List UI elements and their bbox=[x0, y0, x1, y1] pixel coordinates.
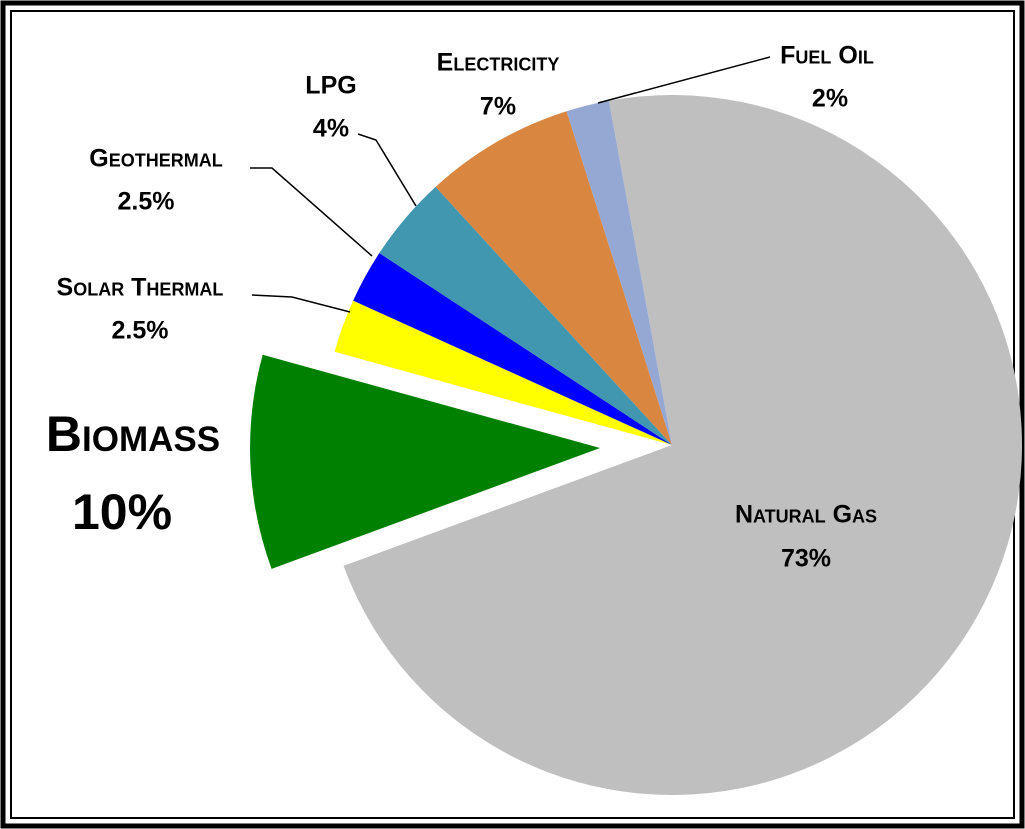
pie-slice bbox=[334, 300, 672, 445]
slice-label: Natural Gas bbox=[735, 501, 877, 529]
slice-label: Solar Thermal bbox=[57, 274, 224, 302]
value-label: 7% bbox=[480, 93, 516, 121]
leader-line bbox=[357, 133, 417, 207]
pie-slice bbox=[353, 253, 672, 445]
value-label: 2.5% bbox=[118, 188, 175, 216]
value-label: 2% bbox=[812, 85, 848, 113]
pie-slice bbox=[379, 186, 672, 446]
pie-slice bbox=[343, 95, 1022, 795]
value-label: 10% bbox=[72, 484, 172, 540]
pie-slice bbox=[435, 111, 672, 445]
leader-line bbox=[250, 167, 373, 257]
slice-label: Biomass bbox=[46, 406, 220, 462]
slices bbox=[250, 95, 1022, 795]
value-label: 73% bbox=[781, 545, 831, 573]
value-label: 4% bbox=[313, 115, 349, 143]
pie-slice bbox=[250, 354, 601, 569]
slice-label: Geothermal bbox=[89, 145, 222, 173]
slice-label: LPG bbox=[305, 72, 356, 100]
value-label: 2.5% bbox=[112, 317, 169, 345]
slice-label: Fuel Oil bbox=[780, 42, 874, 70]
slice-label: Electricity bbox=[437, 49, 560, 77]
pie-slice bbox=[566, 100, 672, 445]
leader-line bbox=[597, 56, 771, 104]
leader-line bbox=[251, 294, 351, 313]
